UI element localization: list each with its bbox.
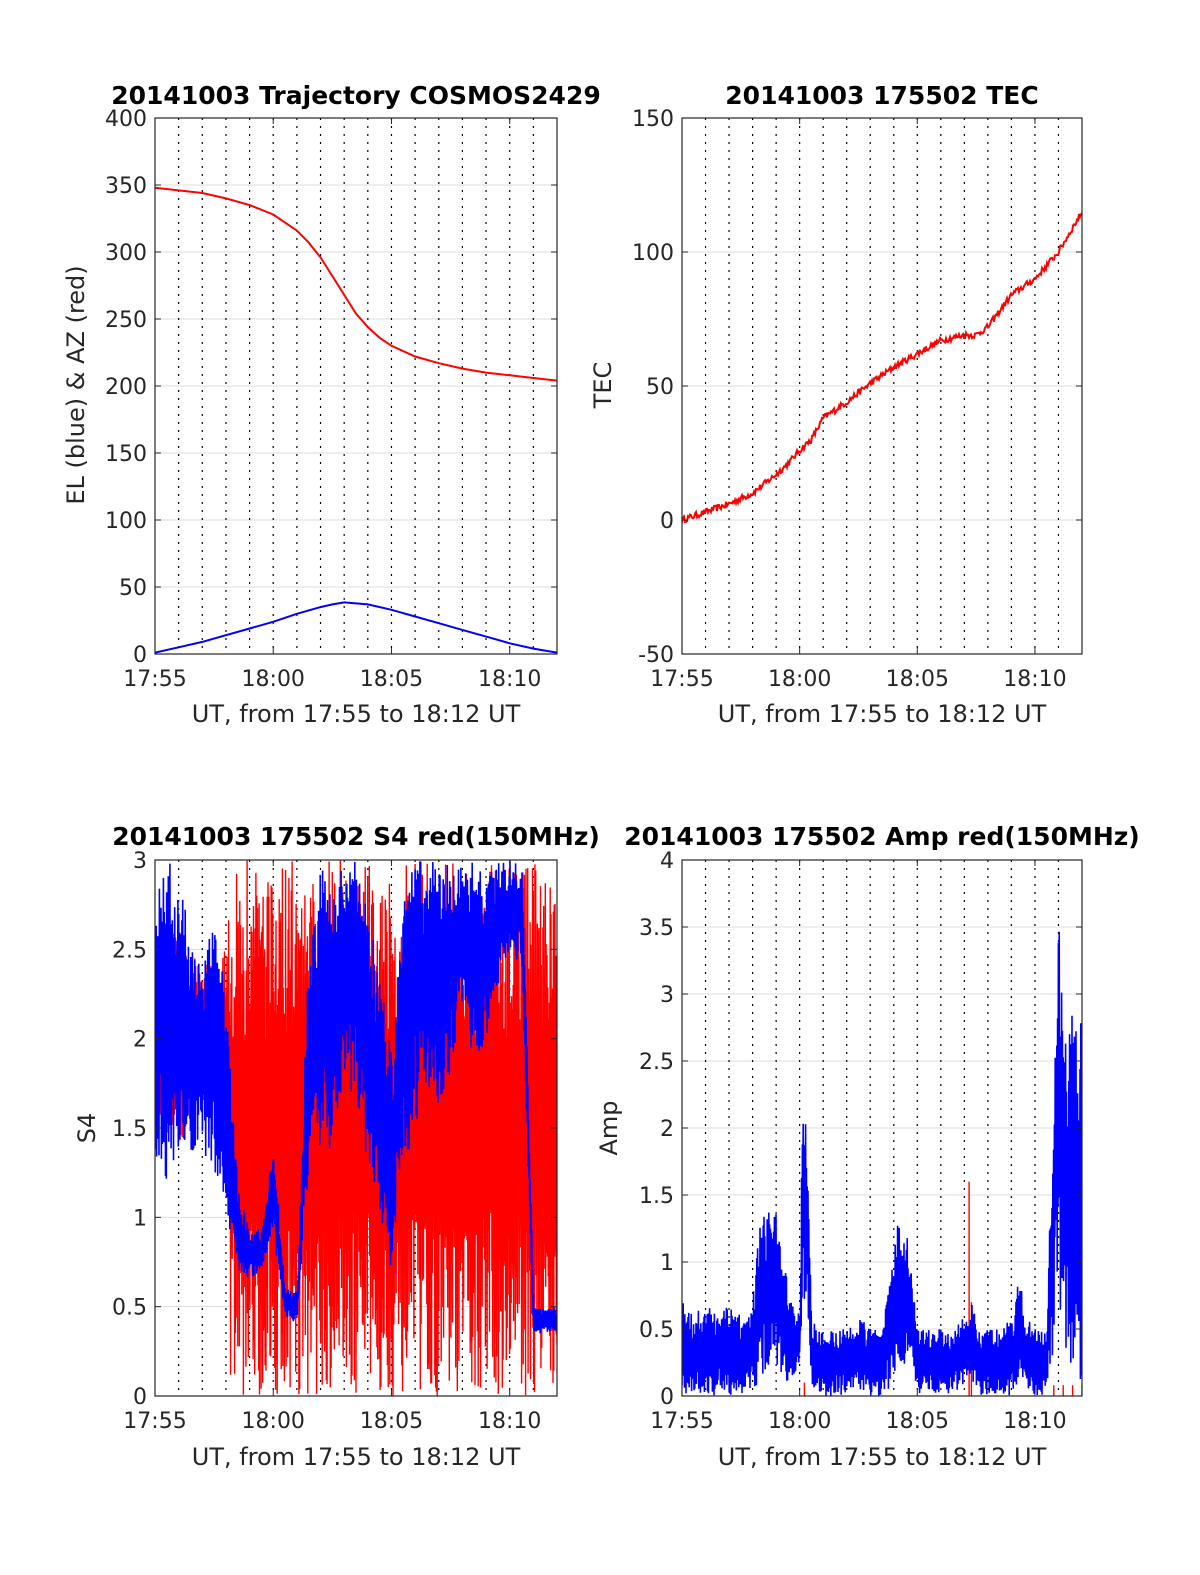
amp-xtick-label-2: 18:05 bbox=[886, 1409, 949, 1434]
trajectory-xtick-label-0: 17:55 bbox=[123, 667, 186, 692]
tec-series-0 bbox=[682, 212, 1082, 524]
trajectory-series-1 bbox=[155, 601, 557, 654]
amp-ytick-label-7: 3.5 bbox=[639, 916, 674, 941]
tec-xtick-label-0: 17:55 bbox=[650, 667, 713, 692]
amp-ytick-label-3: 1.5 bbox=[639, 1184, 674, 1209]
amp-ytick-label-4: 2 bbox=[660, 1117, 674, 1142]
tec-title: 20141003 175502 TEC bbox=[725, 81, 1038, 110]
tec-x-axis-label: UT, from 17:55 to 18:12 UT bbox=[718, 700, 1047, 728]
trajectory-ytick-label-1: 50 bbox=[119, 576, 147, 601]
tec-xtick-label-3: 18:10 bbox=[1003, 667, 1066, 692]
s4-plot-area bbox=[155, 860, 557, 1396]
s4-ytick-label-5: 2.5 bbox=[112, 938, 147, 963]
trajectory-ytick-label-0: 0 bbox=[133, 643, 147, 668]
s4-ytick-label-0: 0 bbox=[133, 1385, 147, 1410]
amp-xtick-label-0: 17:55 bbox=[650, 1409, 713, 1434]
s4-x-axis-label: UT, from 17:55 to 18:12 UT bbox=[192, 1443, 521, 1471]
tec-ytick-label-2: 50 bbox=[646, 375, 674, 400]
trajectory-xtick-label-2: 18:05 bbox=[360, 667, 423, 692]
tec-plot-area bbox=[682, 212, 1082, 524]
s4-ytick-label-3: 1.5 bbox=[112, 1117, 147, 1142]
amp-plot-area bbox=[682, 931, 1082, 1396]
trajectory-y-axis-label: EL (blue) & AZ (red) bbox=[62, 265, 90, 504]
amp-title: 20141003 175502 Amp red(150MHz) bbox=[624, 822, 1140, 851]
s4-xtick-label-2: 18:05 bbox=[360, 1409, 423, 1434]
trajectory-ytick-label-5: 250 bbox=[105, 308, 147, 333]
amp-x-axis-label: UT, from 17:55 to 18:12 UT bbox=[718, 1443, 1047, 1471]
trajectory-ytick-label-6: 300 bbox=[105, 241, 147, 266]
trajectory-ytick-label-4: 200 bbox=[105, 375, 147, 400]
trajectory-title: 20141003 Trajectory COSMOS2429 bbox=[111, 81, 601, 110]
amp-xtick-label-1: 18:00 bbox=[768, 1409, 831, 1434]
amp-series-1 bbox=[682, 931, 1082, 1396]
trajectory-series-0 bbox=[155, 186, 557, 382]
trajectory-xtick-label-1: 18:00 bbox=[242, 667, 305, 692]
trajectory-ytick-label-3: 150 bbox=[105, 442, 147, 467]
s4-y-axis-label: S4 bbox=[73, 1113, 101, 1144]
amp-ytick-label-2: 1 bbox=[660, 1251, 674, 1276]
tec-ytick-label-4: 150 bbox=[632, 107, 674, 132]
tec-xtick-label-1: 18:00 bbox=[768, 667, 831, 692]
s4-panel: 20141003 175502 S4 red(150MHz) UT, from … bbox=[73, 822, 600, 1471]
amp-ytick-label-8: 4 bbox=[660, 849, 674, 874]
s4-xtick-label-3: 18:10 bbox=[478, 1409, 541, 1434]
trajectory-xtick-label-3: 18:10 bbox=[478, 667, 541, 692]
trajectory-x-axis-label: UT, from 17:55 to 18:12 UT bbox=[192, 700, 521, 728]
s4-ytick-label-6: 3 bbox=[133, 849, 147, 874]
tec-ytick-label-0: -50 bbox=[638, 643, 674, 668]
tec-panel: 20141003 175502 TEC UT, from 17:55 to 18… bbox=[589, 81, 1083, 728]
amp-ytick-label-6: 3 bbox=[660, 983, 674, 1008]
tec-ytick-label-3: 100 bbox=[632, 241, 674, 266]
trajectory-ytick-label-7: 350 bbox=[105, 174, 147, 199]
amp-ytick-label-5: 2.5 bbox=[639, 1050, 674, 1075]
amp-y-axis-label: Amp bbox=[595, 1100, 623, 1155]
tec-y-axis-label: TEC bbox=[589, 362, 617, 410]
trajectory-ytick-label-8: 400 bbox=[105, 107, 147, 132]
tec-xtick-label-2: 18:05 bbox=[886, 667, 949, 692]
s4-xtick-label-0: 17:55 bbox=[123, 1409, 186, 1434]
amp-panel: 20141003 175502 Amp red(150MHz) UT, from… bbox=[595, 822, 1140, 1471]
s4-series-1 bbox=[155, 861, 557, 1334]
trajectory-plot-area bbox=[155, 186, 557, 654]
amp-ytick-label-1: 0.5 bbox=[639, 1318, 674, 1343]
amp-xtick-label-3: 18:10 bbox=[1003, 1409, 1066, 1434]
s4-ytick-label-1: 0.5 bbox=[112, 1296, 147, 1321]
s4-title: 20141003 175502 S4 red(150MHz) bbox=[112, 822, 600, 851]
trajectory-panel: 20141003 Trajectory COSMOS2429 UT, from … bbox=[62, 81, 601, 728]
s4-ytick-label-4: 2 bbox=[133, 1028, 147, 1053]
s4-ytick-label-2: 1 bbox=[133, 1206, 147, 1231]
tec-ytick-label-1: 0 bbox=[660, 509, 674, 534]
amp-ytick-label-0: 0 bbox=[660, 1385, 674, 1410]
trajectory-ytick-label-2: 100 bbox=[105, 509, 147, 534]
s4-xtick-label-1: 18:00 bbox=[242, 1409, 305, 1434]
